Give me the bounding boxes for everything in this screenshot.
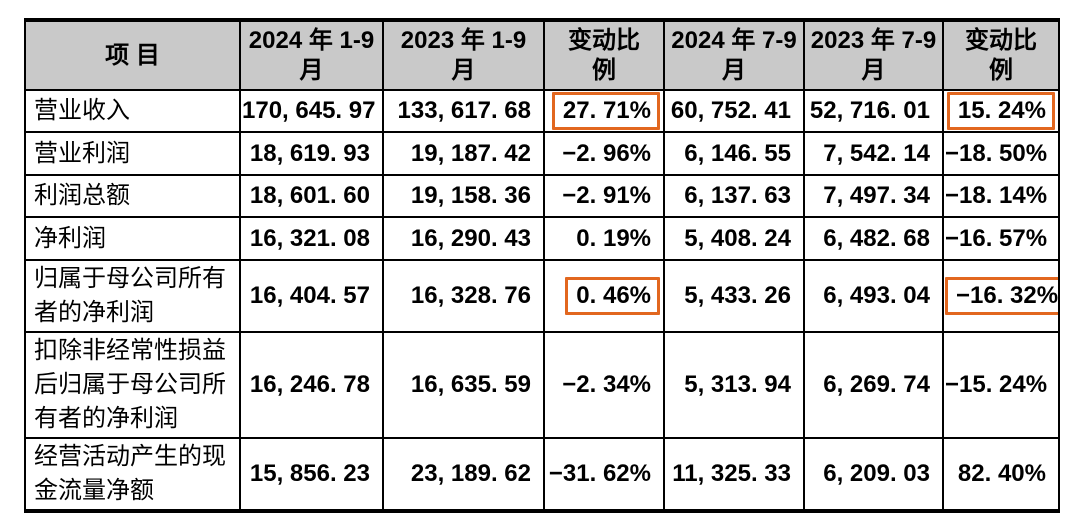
column-header-2024-1-9: 2024 年 1-9 月 — [239, 19, 384, 91]
column-header-change-ratio-q3: 变动比 例 — [942, 19, 1060, 91]
value-cell: 5, 408. 24 — [663, 216, 805, 261]
value-cell: −2. 91% — [543, 174, 665, 218]
value-cell: 15, 856. 23 — [239, 437, 384, 512]
value-cell: 82. 40% — [942, 437, 1060, 512]
value-cell: −2. 96% — [543, 131, 665, 176]
value-cell: 0. 46% — [543, 259, 665, 333]
value-cell: 18, 601. 60 — [239, 174, 384, 218]
column-header-2024-7-9: 2024 年 7-9 月 — [663, 19, 805, 91]
value-cell: −31. 62% — [543, 437, 665, 512]
row-label: 扣除非经常性损益 后归属于母公司所 有者的净利润 — [24, 331, 241, 439]
value-cell: 133, 617. 68 — [382, 89, 545, 133]
column-header-change-ratio-ytd: 变动比 例 — [543, 19, 665, 91]
row-label: 净利润 — [24, 216, 241, 261]
value-cell: 7, 497. 34 — [803, 174, 944, 218]
value-cell: −18. 50% — [942, 131, 1060, 176]
value-cell: −16. 57% — [942, 216, 1060, 261]
value-cell: 170, 645. 97 — [239, 89, 384, 133]
table-row: 利润总额 18, 601. 60 19, 158. 36 −2. 91% 6, … — [24, 174, 1060, 218]
highlight-box: 15. 24% — [946, 92, 1055, 130]
value-cell: 6, 146. 55 — [663, 131, 805, 176]
value-cell: 15. 24% — [942, 89, 1060, 133]
value-cell: 27. 71% — [543, 89, 665, 133]
table-row: 扣除非经常性损益 后归属于母公司所 有者的净利润 16, 246. 78 16,… — [24, 331, 1060, 439]
table-row: 归属于母公司所有 者的净利润 16, 404. 57 16, 328. 76 0… — [24, 259, 1060, 333]
value-cell: 60, 752. 41 — [663, 89, 805, 133]
value-cell: 0. 19% — [543, 216, 665, 261]
row-label: 利润总额 — [24, 174, 241, 218]
value-cell: 19, 187. 42 — [382, 131, 545, 176]
value-cell: 11, 325. 33 — [663, 437, 805, 512]
table-row: 营业收入 170, 645. 97 133, 617. 68 27. 71% 6… — [24, 89, 1060, 133]
value-cell: 16, 635. 59 — [382, 331, 545, 439]
row-label: 营业利润 — [24, 131, 241, 176]
column-header-item: 项 目 — [24, 19, 241, 91]
value-cell: −18. 14% — [942, 174, 1060, 218]
value-cell: 7, 542. 14 — [803, 131, 944, 176]
value-cell: −16. 32% — [942, 259, 1060, 333]
financial-results-table: 项 目 2024 年 1-9 月 2023 年 1-9 月 变动比 例 2024… — [24, 18, 1060, 513]
value-cell: 18, 619. 93 — [239, 131, 384, 176]
value-cell: 6, 209. 03 — [803, 437, 944, 512]
value-cell: 6, 137. 63 — [663, 174, 805, 218]
value-cell: 23, 189. 62 — [382, 437, 545, 512]
header-row: 项 目 2024 年 1-9 月 2023 年 1-9 月 变动比 例 2024… — [24, 19, 1060, 91]
row-label: 经营活动产生的现 金流量净额 — [24, 437, 241, 512]
value-cell: 16, 290. 43 — [382, 216, 545, 261]
highlight-box: 27. 71% — [551, 92, 660, 130]
column-header-2023-1-9: 2023 年 1-9 月 — [382, 19, 545, 91]
highlight-box: −16. 32% — [945, 277, 1057, 315]
highlight-box: 0. 46% — [565, 277, 660, 315]
row-label: 营业收入 — [24, 89, 241, 133]
column-header-2023-7-9: 2023 年 7-9 月 — [803, 19, 944, 91]
value-cell: 16, 328. 76 — [382, 259, 545, 333]
table-row: 经营活动产生的现 金流量净额 15, 856. 23 23, 189. 62 −… — [24, 437, 1060, 512]
table-row: 营业利润 18, 619. 93 19, 187. 42 −2. 96% 6, … — [24, 131, 1060, 176]
value-cell: 19, 158. 36 — [382, 174, 545, 218]
value-cell: 16, 404. 57 — [239, 259, 384, 333]
table-row: 净利润 16, 321. 08 16, 290. 43 0. 19% 5, 40… — [24, 216, 1060, 261]
value-cell: 6, 269. 74 — [803, 331, 944, 439]
value-cell: 16, 246. 78 — [239, 331, 384, 439]
value-cell: 6, 482. 68 — [803, 216, 944, 261]
value-cell: −15. 24% — [942, 331, 1060, 439]
value-cell: −2. 34% — [543, 331, 665, 439]
row-label: 归属于母公司所有 者的净利润 — [24, 259, 241, 333]
value-cell: 5, 313. 94 — [663, 331, 805, 439]
value-cell: 6, 493. 04 — [803, 259, 944, 333]
value-cell: 52, 716. 01 — [803, 89, 944, 133]
value-cell: 16, 321. 08 — [239, 216, 384, 261]
value-cell: 5, 433. 26 — [663, 259, 805, 333]
